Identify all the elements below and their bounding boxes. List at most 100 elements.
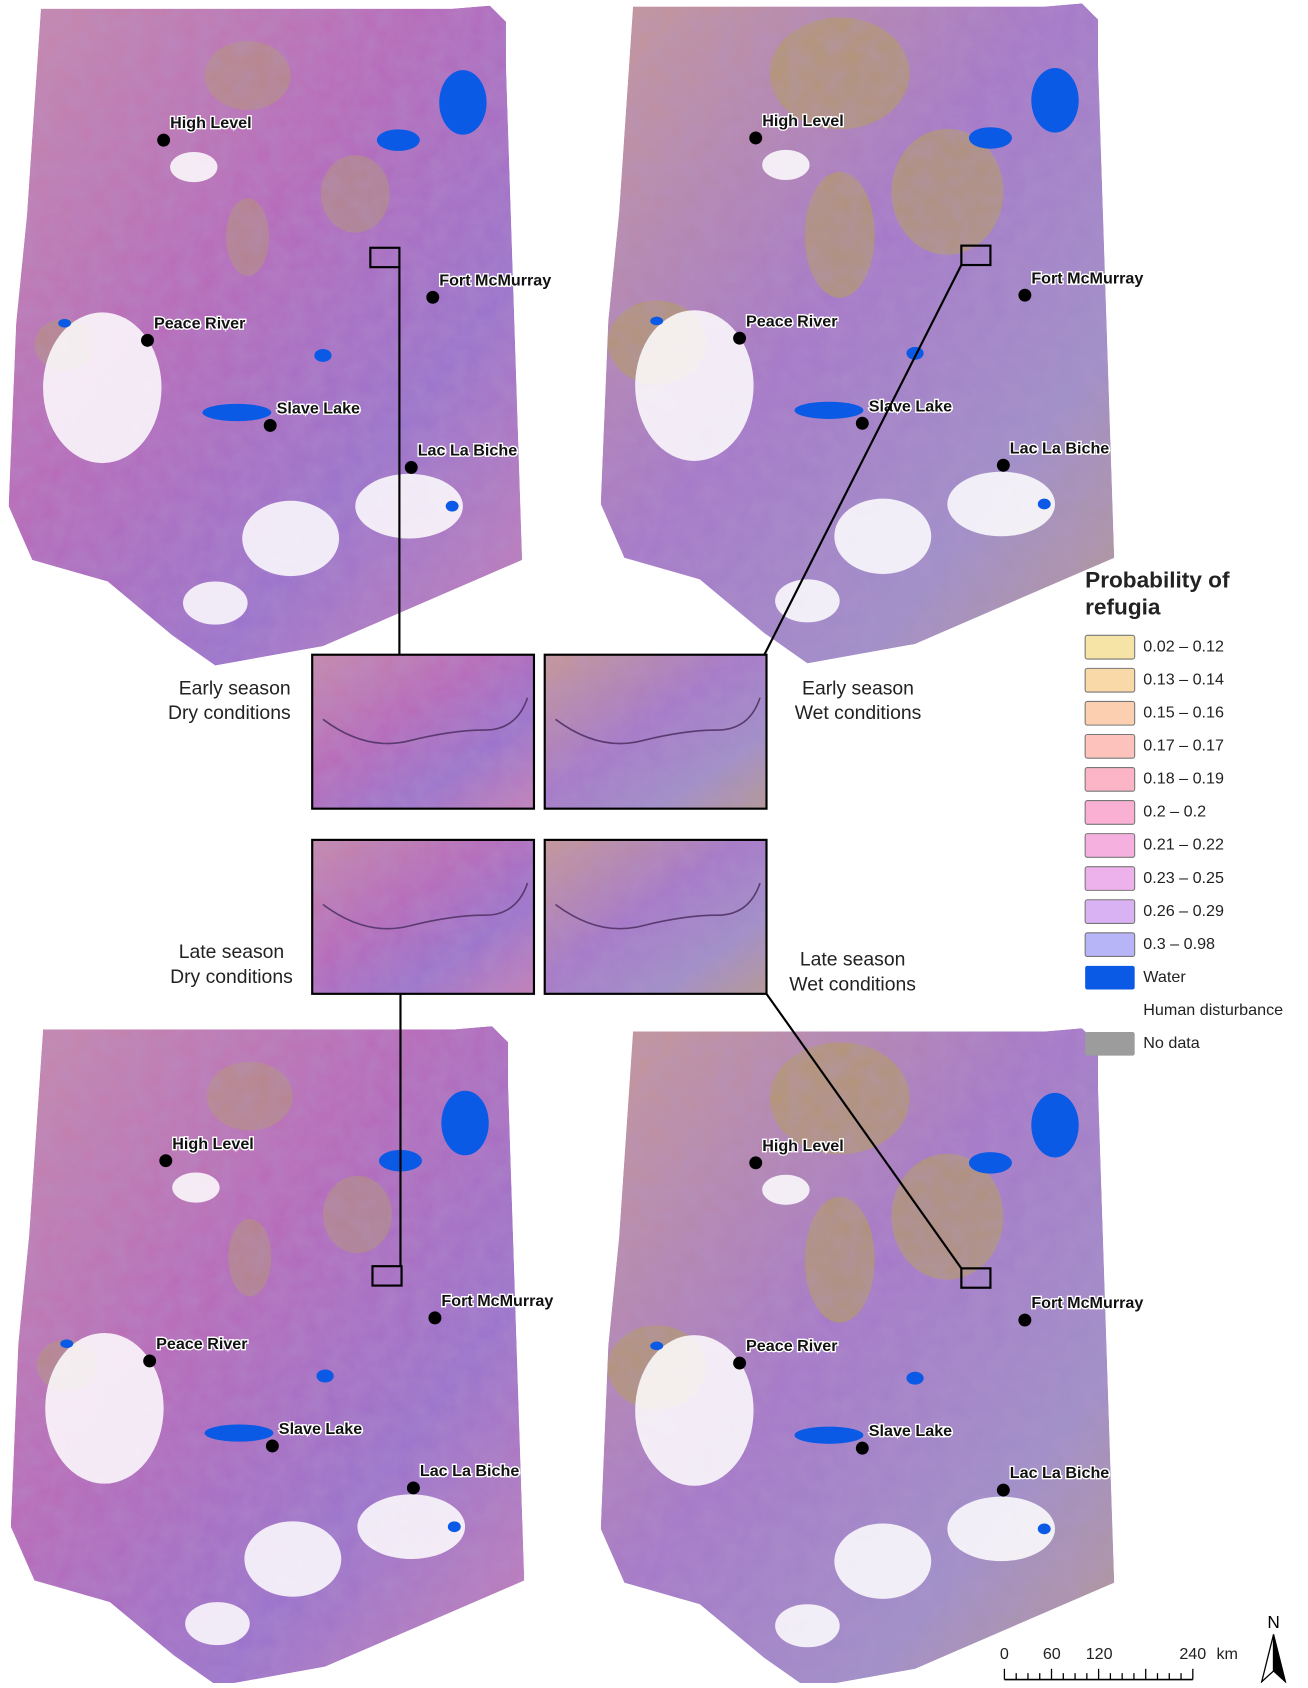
legend-swatch bbox=[1085, 734, 1135, 758]
disturbance bbox=[185, 1602, 250, 1645]
city-label: Fort McMurray bbox=[1031, 269, 1143, 287]
map-panel: High Level Fort McMurray Peace River Slave … bbox=[11, 1026, 554, 1683]
city-marker bbox=[159, 1154, 172, 1167]
disturbance bbox=[43, 312, 161, 463]
legend-title: refugia bbox=[1085, 594, 1161, 619]
lake bbox=[794, 1427, 863, 1444]
lake bbox=[794, 402, 863, 419]
city-label: Slave Lake bbox=[869, 397, 952, 415]
legend-swatch bbox=[1085, 801, 1135, 825]
legend-swatch bbox=[1085, 999, 1135, 1023]
disturbance bbox=[242, 501, 339, 576]
disturbance bbox=[170, 152, 217, 182]
map-area bbox=[9, 6, 523, 666]
city-marker bbox=[733, 332, 746, 345]
disturbance bbox=[834, 499, 931, 574]
disturbance bbox=[834, 1523, 931, 1598]
inset-texture bbox=[312, 655, 534, 809]
city-marker bbox=[997, 1484, 1010, 1497]
legend-label: 0.15 – 0.16 bbox=[1143, 704, 1224, 722]
city-marker bbox=[266, 1440, 279, 1453]
city-label: Lac La Biche bbox=[418, 442, 518, 460]
inset-label: Early season bbox=[179, 677, 291, 699]
scale-label: 60 bbox=[1043, 1645, 1061, 1663]
legend-swatch bbox=[1085, 701, 1135, 725]
city-label: Fort McMurray bbox=[439, 271, 551, 289]
legend-label: 0.21 – 0.22 bbox=[1143, 836, 1224, 854]
lake bbox=[650, 1342, 663, 1351]
lake bbox=[202, 404, 271, 421]
inset-texture bbox=[312, 840, 534, 994]
city-label: High Level bbox=[172, 1135, 254, 1153]
legend-label: 0.23 – 0.25 bbox=[1143, 869, 1224, 887]
legend-swatch bbox=[1085, 1032, 1135, 1056]
lake bbox=[448, 1521, 461, 1532]
disturbance bbox=[183, 582, 248, 625]
legend-label: No data bbox=[1143, 1034, 1200, 1052]
city-marker bbox=[733, 1357, 746, 1370]
city-marker bbox=[1018, 1314, 1031, 1327]
legend-swatch bbox=[1085, 834, 1135, 858]
lake bbox=[314, 349, 331, 362]
inset-label: Wet conditions bbox=[789, 973, 916, 995]
city-label: High Level bbox=[170, 114, 252, 132]
city-marker bbox=[749, 132, 762, 145]
map-area bbox=[11, 1026, 525, 1683]
north-arrow-right bbox=[1274, 1634, 1286, 1681]
legend-swatch bbox=[1085, 867, 1135, 891]
legend-label: Water bbox=[1143, 968, 1186, 986]
disturbance bbox=[635, 310, 753, 461]
disturbance bbox=[244, 1521, 341, 1596]
city-marker bbox=[856, 417, 869, 430]
lake bbox=[205, 1424, 274, 1441]
north-label: N bbox=[1267, 1612, 1279, 1632]
lake bbox=[650, 317, 663, 326]
city-label: Fort McMurray bbox=[441, 1292, 553, 1310]
inset-label: Dry conditions bbox=[170, 966, 293, 988]
city-label: Peace River bbox=[746, 312, 838, 330]
lake bbox=[377, 129, 420, 151]
disturbance bbox=[775, 1604, 840, 1647]
figure: High Level Fort McMurray Peace River Slave … bbox=[0, 0, 1308, 1683]
lake bbox=[317, 1370, 334, 1383]
city-label: Lac La Biche bbox=[1010, 1464, 1110, 1482]
city-label: Peace River bbox=[156, 1335, 248, 1353]
city-marker bbox=[405, 461, 418, 474]
city-label: Slave Lake bbox=[869, 1422, 952, 1440]
city-label: Slave Lake bbox=[279, 1420, 362, 1438]
city-label: High Level bbox=[762, 112, 844, 130]
inset-label: Early season bbox=[802, 677, 914, 699]
inset-label: Late season bbox=[800, 949, 905, 971]
legend-swatch bbox=[1085, 668, 1135, 692]
legend-swatch bbox=[1085, 966, 1135, 990]
map-area bbox=[601, 1028, 1115, 1683]
inset-texture bbox=[545, 655, 767, 809]
legend-label: 0.02 – 0.12 bbox=[1143, 637, 1224, 655]
city-label: Peace River bbox=[746, 1337, 838, 1355]
city-label: Lac La Biche bbox=[1010, 439, 1110, 457]
city-label: Peace River bbox=[154, 314, 246, 332]
lake bbox=[1038, 499, 1051, 510]
inset-label: Wet conditions bbox=[795, 702, 922, 724]
city-marker bbox=[143, 1354, 156, 1367]
lake bbox=[1031, 68, 1078, 133]
legend-swatch bbox=[1085, 768, 1135, 792]
city-marker bbox=[428, 1311, 441, 1324]
city-marker bbox=[426, 291, 439, 304]
legend-label: 0.3 – 0.98 bbox=[1143, 935, 1215, 953]
scale-label: 0 bbox=[1000, 1645, 1009, 1663]
city-marker bbox=[856, 1442, 869, 1455]
legend-label: Human disturbance bbox=[1143, 1001, 1283, 1019]
legend-label: 0.13 – 0.14 bbox=[1143, 670, 1224, 688]
legend-swatch bbox=[1085, 900, 1135, 924]
lake bbox=[439, 70, 486, 135]
lake bbox=[441, 1091, 488, 1156]
lake bbox=[906, 1372, 923, 1385]
inset-label: Dry conditions bbox=[168, 702, 291, 724]
legend-swatch bbox=[1085, 933, 1135, 957]
city-marker bbox=[749, 1156, 762, 1169]
city-marker bbox=[157, 134, 170, 147]
inset-texture bbox=[545, 840, 767, 994]
